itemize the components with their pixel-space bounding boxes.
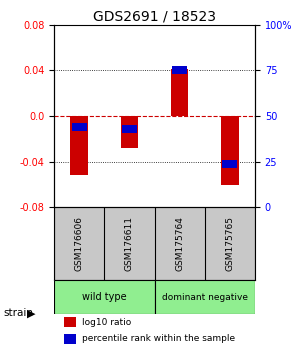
Bar bbox=[121, 116, 138, 148]
Bar bbox=[154, 280, 255, 314]
Bar bbox=[70, 116, 88, 176]
Text: GSM176606: GSM176606 bbox=[75, 216, 84, 272]
Text: log10 ratio: log10 ratio bbox=[82, 318, 131, 326]
Text: ▶: ▶ bbox=[27, 308, 36, 318]
Bar bbox=[54, 280, 154, 314]
Bar bbox=[221, 116, 239, 184]
Text: GSM175764: GSM175764 bbox=[175, 217, 184, 272]
Bar bbox=[171, 69, 188, 116]
Text: strain: strain bbox=[3, 308, 33, 318]
Bar bbox=[72, 123, 87, 131]
Bar bbox=[64, 333, 76, 344]
Bar bbox=[222, 160, 237, 167]
Text: percentile rank within the sample: percentile rank within the sample bbox=[82, 334, 235, 343]
Bar bbox=[122, 125, 137, 133]
Text: GSM175765: GSM175765 bbox=[225, 216, 234, 272]
Text: dominant negative: dominant negative bbox=[162, 293, 248, 302]
Title: GDS2691 / 18523: GDS2691 / 18523 bbox=[93, 10, 216, 24]
Bar bbox=[172, 67, 187, 74]
Bar bbox=[64, 317, 76, 327]
Text: GSM176611: GSM176611 bbox=[125, 216, 134, 272]
Text: wild type: wild type bbox=[82, 292, 127, 302]
